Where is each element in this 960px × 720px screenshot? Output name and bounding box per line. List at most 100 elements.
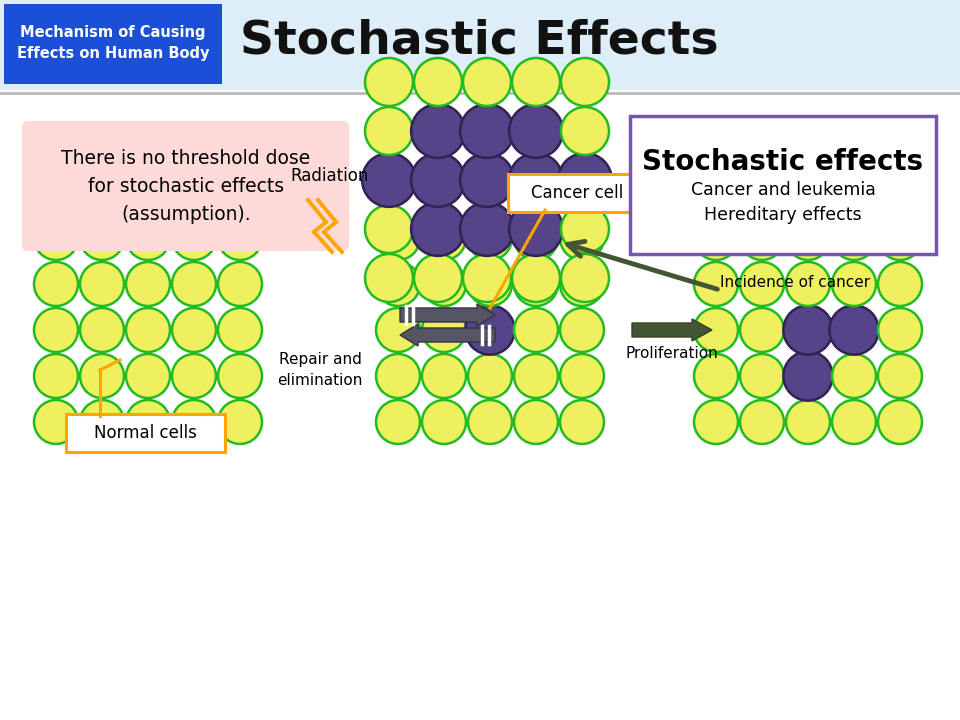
Ellipse shape	[411, 104, 465, 158]
Ellipse shape	[466, 305, 515, 355]
Ellipse shape	[422, 400, 466, 444]
Ellipse shape	[80, 354, 124, 398]
Text: Repair and
elimination: Repair and elimination	[277, 352, 363, 388]
Ellipse shape	[512, 58, 560, 106]
Ellipse shape	[172, 308, 216, 352]
Ellipse shape	[878, 216, 922, 260]
Ellipse shape	[786, 262, 830, 306]
Ellipse shape	[463, 254, 511, 302]
Ellipse shape	[218, 308, 262, 352]
Ellipse shape	[411, 202, 465, 256]
Ellipse shape	[740, 308, 784, 352]
FancyBboxPatch shape	[22, 121, 349, 251]
Ellipse shape	[422, 308, 466, 352]
Ellipse shape	[422, 262, 466, 306]
Ellipse shape	[376, 216, 420, 260]
Ellipse shape	[514, 400, 558, 444]
Ellipse shape	[560, 262, 604, 306]
Ellipse shape	[468, 262, 512, 306]
Ellipse shape	[218, 354, 262, 398]
Ellipse shape	[80, 216, 124, 260]
Ellipse shape	[878, 400, 922, 444]
Ellipse shape	[468, 354, 512, 398]
Ellipse shape	[365, 58, 413, 106]
Text: There is no threshold dose
for stochastic effects
(assumption).: There is no threshold dose for stochasti…	[61, 148, 311, 223]
Ellipse shape	[422, 354, 466, 398]
Bar	[4, 4, 222, 84]
Ellipse shape	[126, 354, 170, 398]
Ellipse shape	[218, 400, 262, 444]
Ellipse shape	[126, 216, 170, 260]
Ellipse shape	[34, 400, 78, 444]
Ellipse shape	[560, 308, 604, 352]
Ellipse shape	[463, 58, 511, 106]
Ellipse shape	[422, 216, 466, 260]
Ellipse shape	[376, 400, 420, 444]
Ellipse shape	[878, 308, 922, 352]
Text: Stochastic effects: Stochastic effects	[642, 148, 924, 176]
Ellipse shape	[694, 400, 738, 444]
Ellipse shape	[172, 216, 216, 260]
Ellipse shape	[509, 202, 563, 256]
Text: Stochastic Effects: Stochastic Effects	[240, 19, 719, 63]
Ellipse shape	[468, 400, 512, 444]
Ellipse shape	[694, 262, 738, 306]
Ellipse shape	[414, 254, 462, 302]
Ellipse shape	[365, 205, 413, 253]
Ellipse shape	[832, 216, 876, 260]
Ellipse shape	[172, 354, 216, 398]
Ellipse shape	[460, 153, 514, 207]
Ellipse shape	[172, 400, 216, 444]
Text: Proliferation: Proliferation	[626, 346, 718, 361]
Text: Mechanism of Causing
Effects on Human Body: Mechanism of Causing Effects on Human Bo…	[16, 25, 209, 61]
Text: Normal cells: Normal cells	[93, 424, 197, 442]
Ellipse shape	[509, 104, 563, 158]
Ellipse shape	[832, 400, 876, 444]
Ellipse shape	[740, 354, 784, 398]
Ellipse shape	[80, 400, 124, 444]
Ellipse shape	[829, 305, 878, 355]
Ellipse shape	[560, 216, 604, 260]
Ellipse shape	[365, 107, 413, 155]
Text: Radiation: Radiation	[291, 167, 370, 185]
Ellipse shape	[832, 262, 876, 306]
Ellipse shape	[514, 262, 558, 306]
Ellipse shape	[514, 216, 558, 260]
Ellipse shape	[376, 308, 420, 352]
Ellipse shape	[376, 354, 420, 398]
Ellipse shape	[740, 216, 784, 260]
FancyBboxPatch shape	[630, 116, 936, 254]
Text: Cancer and leukemia: Cancer and leukemia	[690, 181, 876, 199]
Ellipse shape	[560, 354, 604, 398]
Ellipse shape	[365, 254, 413, 302]
Ellipse shape	[512, 254, 560, 302]
Ellipse shape	[561, 254, 609, 302]
Ellipse shape	[218, 216, 262, 260]
Ellipse shape	[878, 354, 922, 398]
Ellipse shape	[783, 351, 832, 400]
FancyArrow shape	[632, 319, 712, 341]
Ellipse shape	[878, 262, 922, 306]
Ellipse shape	[561, 58, 609, 106]
FancyArrow shape	[400, 304, 495, 326]
Ellipse shape	[218, 262, 262, 306]
Ellipse shape	[376, 262, 420, 306]
Ellipse shape	[561, 205, 609, 253]
Text: Cancer cell: Cancer cell	[531, 184, 623, 202]
Text: Hereditary effects: Hereditary effects	[705, 206, 862, 224]
Ellipse shape	[509, 153, 563, 207]
FancyBboxPatch shape	[66, 414, 225, 452]
Ellipse shape	[126, 308, 170, 352]
Ellipse shape	[460, 202, 514, 256]
FancyBboxPatch shape	[508, 174, 647, 212]
Ellipse shape	[80, 308, 124, 352]
Ellipse shape	[786, 216, 830, 260]
Ellipse shape	[832, 354, 876, 398]
Ellipse shape	[362, 153, 416, 207]
Text: Incidence of cancer: Incidence of cancer	[720, 275, 870, 290]
Ellipse shape	[740, 400, 784, 444]
Ellipse shape	[694, 308, 738, 352]
Ellipse shape	[694, 216, 738, 260]
Ellipse shape	[468, 216, 512, 260]
Ellipse shape	[694, 354, 738, 398]
